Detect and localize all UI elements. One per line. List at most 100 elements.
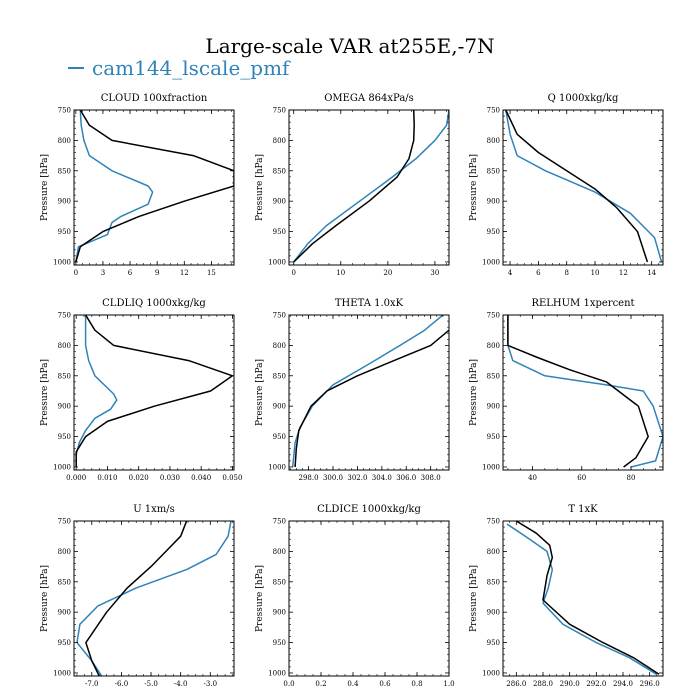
x-tick-label: 0.010 [97,474,117,482]
x-tick-label: 20 [383,269,392,277]
y-tick-label: 800 [487,548,500,556]
y-tick-label: 950 [58,433,71,441]
series-line [75,315,234,467]
y-tick-label: 750 [58,312,71,320]
series-line [505,110,663,263]
y-axis-label: Pressure [hPa] [40,154,50,221]
x-tick-label: 294.0 [613,680,633,688]
series-line [505,110,649,263]
y-tick-label: 900 [273,403,286,411]
series-group [75,110,234,263]
series-line [291,315,444,468]
plot-frame [288,109,450,266]
y-tick-label: 750 [273,518,286,526]
series-group [76,521,232,676]
legend-swatch [68,67,84,69]
x-tick-label: -4.0 [174,680,188,688]
y-tick-label: 800 [487,342,500,350]
y-tick-label: 800 [273,137,286,145]
x-tick-label: 0.020 [129,474,149,482]
series-line [85,521,188,676]
plot-frame [502,520,664,677]
y-tick-label: 1000 [53,463,71,471]
x-tick-label: 0.000 [66,474,86,482]
panel-8: T 1xK Pressure [hPa] 750 800 850 900 950 1000 28… [469,504,664,688]
x-tick-label: -7.0 [85,680,99,688]
panel-title: CLDLIQ 1000xkg/kg [102,298,206,309]
x-tick-label: 10 [336,269,345,277]
y-tick-label: 900 [273,198,286,206]
legend-label: cam144_lscale_pmf [92,56,290,80]
y-tick-label: 1000 [268,669,286,677]
series-line [75,110,154,263]
y-tick-label: 950 [273,433,286,441]
y-tick-label: 950 [58,639,71,647]
y-tick-label: 850 [487,578,500,586]
y-axis-label: Pressure [hPa] [469,359,479,426]
x-tick-label: 14 [647,269,656,277]
y-tick-label: 800 [58,342,71,350]
panel-title: T 1xK [568,504,598,515]
y-tick-label: 1000 [268,463,286,471]
y-tick-label: 800 [58,548,71,556]
series-line [293,110,449,263]
y-tick-label: 750 [58,518,71,526]
x-tick-label: 0.0 [283,680,294,688]
y-tick-label: 800 [58,137,71,145]
x-tick-label: 30 [430,269,439,277]
x-tick-label: 300.0 [323,474,343,482]
series-line [515,521,660,675]
x-tick-label: 80 [627,474,636,482]
panel-title: CLDICE 1000xkg/kg [317,504,421,515]
y-tick-label: 850 [58,372,71,380]
series-line [75,110,234,263]
panel-title: THETA 1.0xK [335,298,404,309]
series-line [76,521,232,676]
y-tick-label: 900 [487,609,500,617]
x-tick-label: 0.030 [160,474,180,482]
series-line [293,110,415,263]
y-axis-label: Pressure [hPa] [469,154,479,221]
x-tick-label: 15 [207,269,216,277]
x-tick-label: 308.0 [421,474,441,482]
series-group [505,110,663,263]
series-group [506,521,660,675]
plot-frame [73,520,235,677]
y-axis-label: Pressure [hPa] [255,565,265,632]
y-tick-label: 750 [58,107,71,115]
y-tick-label: 750 [487,518,500,526]
y-tick-label: 1000 [482,669,500,677]
x-tick-label: -3.0 [204,680,218,688]
plot-frame [288,520,450,677]
panel-1: OMEGA 864xPa/s Pressure [hPa] 750 800 850 900… [255,93,450,277]
y-tick-label: 850 [58,167,71,175]
y-tick-label: 1000 [482,258,500,266]
y-tick-label: 900 [273,609,286,617]
y-tick-label: 900 [487,198,500,206]
y-axis-label: Pressure [hPa] [40,359,50,426]
y-tick-label: 900 [58,198,71,206]
y-tick-label: 950 [487,228,500,236]
x-tick-label: 0.6 [379,680,391,688]
panel-2: Q 1000xkg/kg Pressure [hPa] 750 800 850 900 95… [469,93,664,277]
y-axis-label: Pressure [hPa] [255,359,265,426]
x-tick-label: 0.4 [347,680,359,688]
x-tick-label: 0.2 [315,680,326,688]
plot-frame [73,109,235,266]
y-tick-label: 950 [487,433,500,441]
y-axis-label: Pressure [hPa] [469,565,479,632]
series-line [507,315,649,468]
panel-title: Q 1000xkg/kg [548,93,619,104]
x-tick-label: 0.050 [222,474,242,482]
y-tick-label: 950 [273,639,286,647]
panel-7: CLDICE 1000xkg/kg Pressure [hPa] 750 800 850… [255,504,455,688]
x-tick-label: -5.0 [144,680,158,688]
y-tick-label: 850 [273,578,286,586]
y-tick-label: 950 [58,228,71,236]
x-tick-label: 290.0 [560,680,580,688]
y-tick-label: 1000 [268,258,286,266]
panel-title: RELHUM 1xpercent [531,298,634,309]
y-tick-label: 950 [487,639,500,647]
x-tick-label: 296.0 [640,680,660,688]
y-tick-label: 1000 [482,463,500,471]
